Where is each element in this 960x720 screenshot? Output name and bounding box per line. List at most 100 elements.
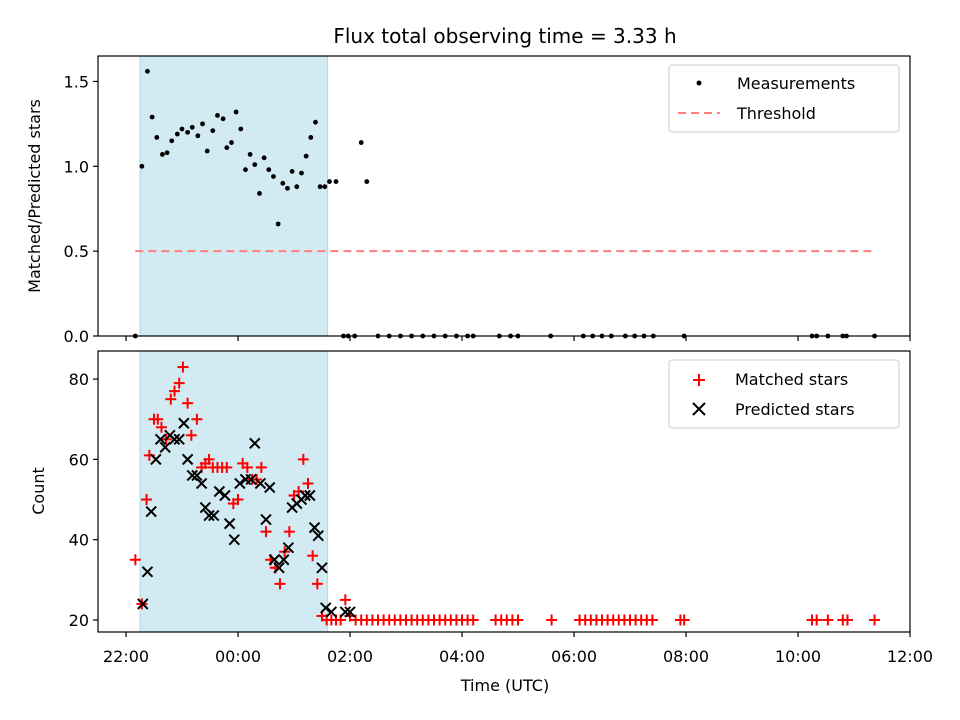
predicted-legend-label: Predicted stars (735, 400, 855, 419)
matched-star-point (822, 614, 834, 626)
predicted-star-point (228, 533, 240, 546)
predicted-star-point (325, 606, 338, 618)
matched-star-point (165, 393, 177, 405)
legend-box (668, 359, 900, 429)
matched-star-point (274, 578, 286, 590)
predicted-star-point (234, 477, 246, 490)
measurement-point (303, 153, 309, 159)
predicted-star-point (264, 481, 276, 494)
matched-star-point (169, 385, 181, 397)
x-tick-label: 02:00 (327, 647, 373, 666)
count-panel-frame (97, 350, 911, 633)
x-tick-label: 22:00 (103, 647, 149, 666)
chart-title: Flux total observing time = 3.33 h (333, 24, 676, 48)
predicted-star-point (145, 505, 157, 518)
measurement-point (243, 167, 248, 173)
predicted-star-point (249, 437, 261, 450)
measurement-point (308, 135, 314, 140)
predicted-star-point (137, 598, 149, 610)
matched-star-point (155, 421, 167, 433)
measurement-point (185, 129, 191, 135)
predicted-star-point (203, 509, 215, 522)
count-panel-ticks: 20 40 60 80 22:00 00:00 02:00 04:00 06:00 08:00 10… (69, 370, 933, 666)
matched-star-point (260, 526, 272, 538)
measurement-point (261, 155, 267, 161)
matched-star-point (512, 614, 524, 626)
measurement-point (154, 135, 160, 140)
legend-box (668, 64, 900, 133)
matched-legend-marker (693, 374, 705, 386)
predicted-legend-marker (692, 402, 706, 416)
matched-star-point (173, 377, 185, 389)
predicted-star-point (168, 433, 181, 446)
y-tick-label: 0.5 (64, 242, 89, 261)
predicted-star-point (181, 453, 194, 466)
predicted-star-point (219, 489, 231, 502)
ratio-panel-legend: Measurements Threshold (668, 64, 900, 133)
x-tick-label: 10:00 (775, 647, 821, 666)
predicted-star-point (308, 521, 321, 534)
measurement-point (220, 116, 226, 122)
measurement-point (229, 140, 234, 145)
matched-star-point (869, 614, 881, 626)
matched-star-point (339, 594, 351, 606)
predicted-star-point (278, 554, 290, 566)
predicted-star-point (150, 453, 162, 466)
predicted-star-point (344, 606, 356, 618)
count-panel-xlabel: Time (UTC) (460, 676, 549, 695)
count-panel-legend: Matched stars Predicted stars (668, 359, 900, 429)
predicted-star-point (208, 509, 220, 522)
predicted-star-point (213, 485, 226, 498)
measurement-point (224, 145, 230, 151)
measurement-point (257, 191, 262, 196)
predicted-star-point (195, 477, 208, 490)
predicted-star-point (316, 562, 328, 574)
matched-star-point (841, 614, 853, 626)
predicted-star-point (254, 477, 267, 490)
predicted-star-point (299, 489, 311, 502)
measurement-point (271, 174, 276, 179)
matched-star-point (177, 361, 189, 373)
y-tick-label: 1.0 (64, 157, 89, 176)
predicted-star-point (159, 441, 171, 454)
measurement-point (195, 133, 201, 139)
measurement-point (280, 180, 286, 186)
measurement-point (238, 126, 244, 132)
measurement-point (233, 109, 239, 115)
predicted-star-point (223, 517, 236, 530)
measurement-point (215, 112, 220, 118)
measurement-point (204, 148, 210, 154)
ratio-panel-ticks: 0.0 0.5 1.0 1.5 (64, 72, 911, 346)
measurement-point (299, 170, 304, 176)
measurement-point (333, 179, 339, 184)
predicted-star-point (260, 513, 272, 526)
measurement-point (179, 126, 185, 132)
matched-star-point (678, 614, 690, 626)
measurement-point (294, 184, 300, 190)
ratio-panel: 0.0 0.5 1.0 1.5 Matched/Predicted stars Mea… (25, 55, 911, 346)
x-tick-label: 12:00 (887, 647, 933, 666)
measurement-point (164, 150, 170, 156)
star-count-points (129, 361, 881, 626)
predicted-star-point (312, 529, 324, 542)
measurements-legend-marker (696, 80, 702, 86)
predicted-star-point (245, 473, 257, 486)
y-tick-label: 1.5 (64, 72, 89, 91)
predicted-star-point (282, 541, 295, 554)
measurement-point (327, 179, 332, 184)
measurement-point (189, 124, 195, 130)
threshold-legend-label: Threshold (736, 104, 816, 123)
x-tick-label: 08:00 (663, 647, 709, 666)
matched-star-point (811, 614, 823, 626)
matched-star-point (182, 397, 194, 409)
measurement-point (139, 163, 145, 169)
measurement-point (358, 140, 364, 145)
matched-star-point (221, 461, 233, 473)
matched-star-point (311, 578, 323, 590)
matched-star-point (307, 550, 319, 562)
y-tick-label: 0.0 (64, 327, 89, 346)
count-panel-ylabel: Count (29, 467, 48, 515)
matched-star-point (141, 494, 153, 506)
measurement-point (247, 152, 253, 157)
shaded-span (139, 55, 329, 337)
